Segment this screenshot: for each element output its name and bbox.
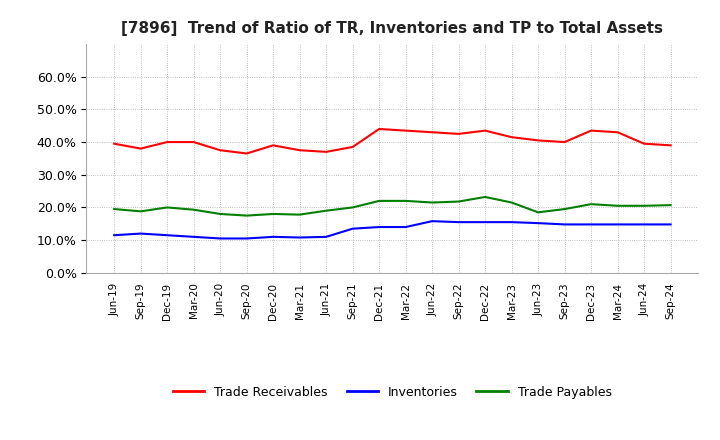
Inventories xyxy=(508,220,516,225)
Inventories xyxy=(560,222,569,227)
Line: Trade Payables: Trade Payables xyxy=(114,197,670,216)
Trade Receivables xyxy=(375,126,384,132)
Inventories xyxy=(295,235,304,240)
Trade Receivables xyxy=(428,130,436,135)
Inventories xyxy=(322,234,330,239)
Trade Payables xyxy=(189,207,198,213)
Trade Receivables xyxy=(613,130,622,135)
Trade Payables xyxy=(454,199,463,204)
Trade Payables xyxy=(508,200,516,205)
Inventories xyxy=(163,233,171,238)
Inventories xyxy=(613,222,622,227)
Trade Payables xyxy=(666,202,675,208)
Inventories xyxy=(269,234,277,239)
Inventories xyxy=(534,220,542,226)
Trade Payables xyxy=(375,198,384,204)
Trade Payables xyxy=(243,213,251,218)
Inventories xyxy=(428,219,436,224)
Trade Receivables xyxy=(666,143,675,148)
Legend: Trade Receivables, Inventories, Trade Payables: Trade Receivables, Inventories, Trade Pa… xyxy=(168,381,617,404)
Line: Inventories: Inventories xyxy=(114,221,670,238)
Trade Receivables xyxy=(216,147,225,153)
Trade Receivables xyxy=(163,139,171,145)
Trade Receivables xyxy=(587,128,595,133)
Trade Receivables xyxy=(481,128,490,133)
Inventories xyxy=(189,234,198,239)
Trade Receivables xyxy=(243,151,251,156)
Trade Payables xyxy=(295,212,304,217)
Trade Payables xyxy=(613,203,622,209)
Title: [7896]  Trend of Ratio of TR, Inventories and TP to Total Assets: [7896] Trend of Ratio of TR, Inventories… xyxy=(122,21,663,36)
Trade Receivables xyxy=(640,141,649,147)
Inventories xyxy=(454,220,463,225)
Inventories xyxy=(243,236,251,241)
Inventories xyxy=(401,224,410,230)
Trade Receivables xyxy=(534,138,542,143)
Trade Receivables xyxy=(136,146,145,151)
Inventories xyxy=(666,222,675,227)
Inventories xyxy=(481,220,490,225)
Trade Payables xyxy=(428,200,436,205)
Trade Payables xyxy=(269,211,277,216)
Trade Payables xyxy=(110,206,119,212)
Trade Receivables xyxy=(560,139,569,145)
Trade Payables xyxy=(348,205,357,210)
Trade Payables xyxy=(560,206,569,212)
Trade Receivables xyxy=(110,141,119,147)
Trade Payables xyxy=(534,210,542,215)
Inventories xyxy=(587,222,595,227)
Trade Payables xyxy=(216,211,225,216)
Trade Receivables xyxy=(322,149,330,154)
Inventories xyxy=(348,226,357,231)
Trade Payables xyxy=(587,202,595,207)
Trade Payables xyxy=(640,203,649,209)
Trade Payables xyxy=(322,208,330,213)
Trade Payables xyxy=(401,198,410,204)
Trade Payables xyxy=(481,194,490,200)
Trade Receivables xyxy=(189,139,198,145)
Trade Receivables xyxy=(401,128,410,133)
Trade Receivables xyxy=(295,147,304,153)
Line: Trade Receivables: Trade Receivables xyxy=(114,129,670,154)
Trade Receivables xyxy=(508,135,516,140)
Trade Payables xyxy=(136,209,145,214)
Trade Receivables xyxy=(348,144,357,150)
Trade Payables xyxy=(163,205,171,210)
Trade Receivables xyxy=(269,143,277,148)
Inventories xyxy=(375,224,384,230)
Inventories xyxy=(110,233,119,238)
Inventories xyxy=(640,222,649,227)
Trade Receivables xyxy=(454,131,463,136)
Inventories xyxy=(216,236,225,241)
Inventories xyxy=(136,231,145,236)
